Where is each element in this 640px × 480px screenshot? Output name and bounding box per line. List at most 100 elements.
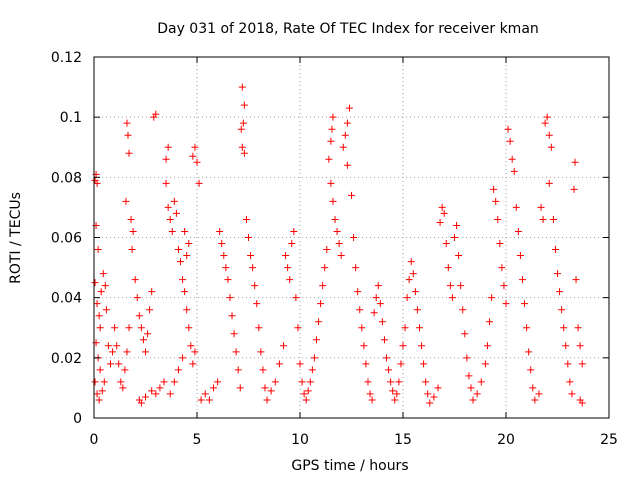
data-point: [543, 113, 551, 121]
data-point: [383, 354, 391, 362]
data-point: [512, 203, 520, 211]
data-point: [451, 234, 458, 241]
data-point: [323, 246, 331, 254]
data-point: [286, 276, 294, 284]
data-point: [393, 390, 401, 398]
data-point: [385, 366, 393, 374]
data-point: [142, 393, 149, 401]
data-point: [111, 324, 119, 332]
data-point: [152, 390, 160, 398]
data-point: [405, 276, 413, 284]
data-point: [106, 360, 114, 368]
data-point: [127, 215, 135, 223]
data-point: [321, 264, 329, 272]
data-point: [434, 384, 442, 392]
data-point: [469, 396, 477, 404]
data-point: [240, 149, 248, 157]
x-tick-label: 0: [90, 432, 99, 448]
data-point: [325, 155, 333, 163]
data-point: [483, 342, 491, 350]
data-point: [315, 318, 323, 326]
data-point: [376, 300, 384, 308]
data-point: [310, 354, 318, 362]
data-point: [189, 152, 197, 160]
data-point: [238, 143, 246, 151]
data-point: [426, 399, 434, 407]
data-point: [183, 306, 191, 314]
data-point: [537, 203, 545, 211]
data-point: [170, 197, 178, 205]
data-point: [372, 294, 380, 302]
data-point: [183, 252, 191, 260]
data-point: [230, 330, 238, 338]
data-point: [420, 360, 428, 368]
data-point: [391, 396, 399, 404]
data-point: [240, 101, 248, 109]
data-point: [242, 215, 250, 223]
data-point: [99, 270, 107, 278]
data-point: [486, 318, 494, 326]
grid-layer: [94, 57, 609, 418]
data-point: [191, 143, 199, 151]
data-point: [354, 288, 362, 296]
data-point: [459, 306, 467, 314]
data-point: [333, 227, 341, 235]
data-point: [481, 360, 489, 368]
data-point: [556, 288, 564, 296]
data-point: [101, 282, 109, 290]
data-point: [300, 390, 308, 398]
data-point: [164, 143, 172, 151]
data-point: [174, 366, 182, 374]
data-point: [444, 264, 452, 272]
data-point: [96, 324, 104, 332]
data-point: [100, 378, 108, 386]
data-point: [148, 387, 156, 395]
data-point: [578, 360, 586, 368]
data-point: [93, 179, 101, 187]
data-point: [541, 119, 549, 127]
data-point: [523, 324, 531, 332]
data-point: [510, 167, 518, 175]
data-point: [535, 390, 543, 398]
data-point: [91, 378, 99, 386]
data-point: [255, 324, 263, 332]
data-point: [572, 276, 580, 284]
data-point: [214, 378, 222, 386]
data-point: [558, 306, 566, 314]
data-point: [226, 294, 234, 302]
data-point: [271, 378, 279, 386]
data-point: [411, 288, 419, 296]
data-point: [275, 360, 283, 368]
x-tick-label: 25: [600, 432, 618, 448]
data-point: [549, 215, 557, 223]
data-point: [348, 191, 355, 199]
data-point: [142, 348, 149, 356]
data-point: [128, 246, 136, 254]
data-point: [104, 342, 112, 350]
data-point: [364, 378, 372, 386]
data-point: [296, 360, 304, 368]
data-point: [115, 360, 123, 368]
data-point: [152, 110, 160, 118]
data-point: [366, 390, 374, 398]
data-point: [345, 104, 353, 112]
data-point: [514, 227, 522, 235]
data-point: [571, 158, 579, 166]
data-point: [139, 336, 147, 344]
data-point: [117, 378, 125, 386]
data-point: [525, 348, 533, 356]
data-point: [174, 246, 182, 254]
y-tick-label: 0.06: [51, 231, 82, 247]
data-point: [329, 197, 337, 205]
data-point: [259, 366, 267, 374]
data-point: [102, 306, 110, 314]
data-point: [122, 197, 130, 205]
data-point: [568, 390, 576, 398]
data-point: [352, 264, 360, 272]
data-point: [298, 378, 306, 386]
data-point: [245, 234, 252, 241]
data-point: [193, 158, 201, 166]
data-point: [228, 312, 236, 320]
data-point: [328, 125, 336, 133]
data-point: [360, 342, 368, 350]
